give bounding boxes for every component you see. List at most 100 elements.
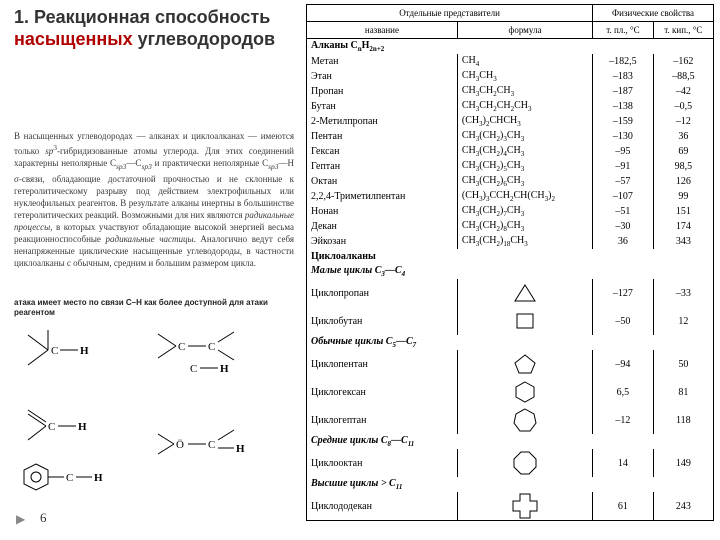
cell-shape <box>457 449 592 477</box>
svg-text:H: H <box>236 443 245 455</box>
cell-bp: –12 <box>653 114 713 129</box>
cell-bp: 69 <box>653 144 713 159</box>
cell-formula: CH3(CH2)8CH3 <box>457 219 592 234</box>
cell-bp: –88,5 <box>653 69 713 84</box>
cell-bp: 151 <box>653 204 713 219</box>
cell-bp: –0,5 <box>653 99 713 114</box>
cell-shape <box>457 378 592 406</box>
cell-mp: 36 <box>593 234 654 249</box>
table-row: ОктанCH3(CH2)6CH3–57126 <box>307 174 714 189</box>
table-row: ЭтанCH3CH3–183–88,5 <box>307 69 714 84</box>
cell-formula: CH3(CH2)5CH3 <box>457 159 592 174</box>
svg-text:H: H <box>94 472 103 484</box>
table-row: Циклопентан–9450 <box>307 350 714 378</box>
cell-bp: –42 <box>653 84 713 99</box>
structure-sketch-2: CC CH <box>150 322 260 382</box>
table-row: ПропанCH3CH2CH3–187–42 <box>307 84 714 99</box>
cell-shape <box>457 279 592 307</box>
cell-name: Декан <box>307 219 458 234</box>
structure-sketch-1: CH <box>18 325 98 380</box>
table-section: Малые циклы C3—C4 <box>307 264 714 279</box>
table-row: БутанCH3CH2CH2CH3–138–0,5 <box>307 99 714 114</box>
svg-text:C: C <box>51 345 58 357</box>
cell-bp: 50 <box>653 350 713 378</box>
cell-bp: –162 <box>653 54 713 69</box>
svg-text:C: C <box>208 341 215 353</box>
cell-name: Циклогептан <box>307 406 458 434</box>
cell-name: Октан <box>307 174 458 189</box>
cell-mp: –182,5 <box>593 54 654 69</box>
table-row: ГексанCH3(CH2)4CH3–9569 <box>307 144 714 159</box>
svg-text:C: C <box>48 421 55 433</box>
cell-mp: –57 <box>593 174 654 189</box>
table-row: МетанCH4–182,5–162 <box>307 54 714 69</box>
cell-mp: –130 <box>593 129 654 144</box>
page-number: 6 <box>40 510 47 526</box>
cell-name: Циклопентан <box>307 350 458 378</box>
table-row: ДеканCH3(CH2)8CH3–30174 <box>307 219 714 234</box>
cell-name: Бутан <box>307 99 458 114</box>
col-bp: т. кип., °C <box>653 22 713 39</box>
cell-mp: –127 <box>593 279 654 307</box>
title-suffix: углеводородов <box>133 29 276 49</box>
cell-mp: –50 <box>593 307 654 335</box>
cell-shape <box>457 307 592 335</box>
cell-mp: –187 <box>593 84 654 99</box>
cell-formula: CH3(CH2)3CH3 <box>457 129 592 144</box>
table-row: Циклогексан6,581 <box>307 378 714 406</box>
cell-mp: –159 <box>593 114 654 129</box>
table-row: ЭйкозанCH3(CH2)18CH336343 <box>307 234 714 249</box>
cell-name: Гептан <box>307 159 458 174</box>
col-group-representatives: Отдельные представители <box>307 5 593 22</box>
cell-shape <box>457 350 592 378</box>
svg-text:C: C <box>208 439 215 451</box>
table-row: 2,2,4-Триметилпентан(CH3)3CCH2CH(CH3)2–1… <box>307 189 714 204</box>
cell-name: Пентан <box>307 129 458 144</box>
title-accent: насыщенных <box>14 29 133 49</box>
table-row: НонанCH3(CH2)7CH3–51151 <box>307 204 714 219</box>
sketch-caption: атака имеет место по связи C–H как более… <box>14 298 294 318</box>
table-row: Циклогептан–12118 <box>307 406 714 434</box>
cell-formula: CH3(CH2)18CH3 <box>457 234 592 249</box>
cell-bp: 243 <box>653 492 713 521</box>
cell-bp: 98,5 <box>653 159 713 174</box>
cell-mp: –51 <box>593 204 654 219</box>
structure-sketch-4: C H <box>18 458 118 513</box>
table-row: Циклобутан–5012 <box>307 307 714 335</box>
cell-mp: –138 <box>593 99 654 114</box>
page-arrow-icon: ▶ <box>16 512 25 526</box>
table-section: Средние циклы C8—C11 <box>307 434 714 449</box>
cell-shape <box>457 492 592 521</box>
cell-formula: CH3(CH2)4CH3 <box>457 144 592 159</box>
cell-name: Циклооктан <box>307 449 458 477</box>
structure-sketch-3: C H <box>18 400 108 455</box>
cell-shape <box>457 406 592 434</box>
cell-name: Пропан <box>307 84 458 99</box>
cell-name: 2,2,4-Триметилпентан <box>307 189 458 204</box>
cell-formula: CH4 <box>457 54 592 69</box>
svg-text:C: C <box>66 472 73 484</box>
cell-name: Этан <box>307 69 458 84</box>
cell-mp: 14 <box>593 449 654 477</box>
cell-formula: (CH3)3CCH2CH(CH3)2 <box>457 189 592 204</box>
cell-mp: –107 <box>593 189 654 204</box>
svg-text:C: C <box>178 341 185 353</box>
svg-text:C: C <box>190 363 197 375</box>
cell-name: Циклогексан <box>307 378 458 406</box>
cell-formula: CH3CH2CH3 <box>457 84 592 99</box>
cell-bp: 99 <box>653 189 713 204</box>
table-section: Высшие циклы > C11 <box>307 477 714 492</box>
cell-formula: CH3(CH2)6CH3 <box>457 174 592 189</box>
col-name: название <box>307 22 458 39</box>
slide-title: 1. Реакционная способность насыщенных уг… <box>14 6 284 50</box>
cell-formula: CH3CH2CH2CH3 <box>457 99 592 114</box>
svg-text:H: H <box>78 421 87 433</box>
cell-name: Циклододекан <box>307 492 458 521</box>
cell-mp: –183 <box>593 69 654 84</box>
cell-formula: (CH3)2CHCH3 <box>457 114 592 129</box>
table-row: Циклододекан61243 <box>307 492 714 521</box>
cell-name: Гексан <box>307 144 458 159</box>
col-mp: т. пл., °C <box>593 22 654 39</box>
cell-name: Циклобутан <box>307 307 458 335</box>
col-group-properties: Физические свойства <box>593 5 714 22</box>
